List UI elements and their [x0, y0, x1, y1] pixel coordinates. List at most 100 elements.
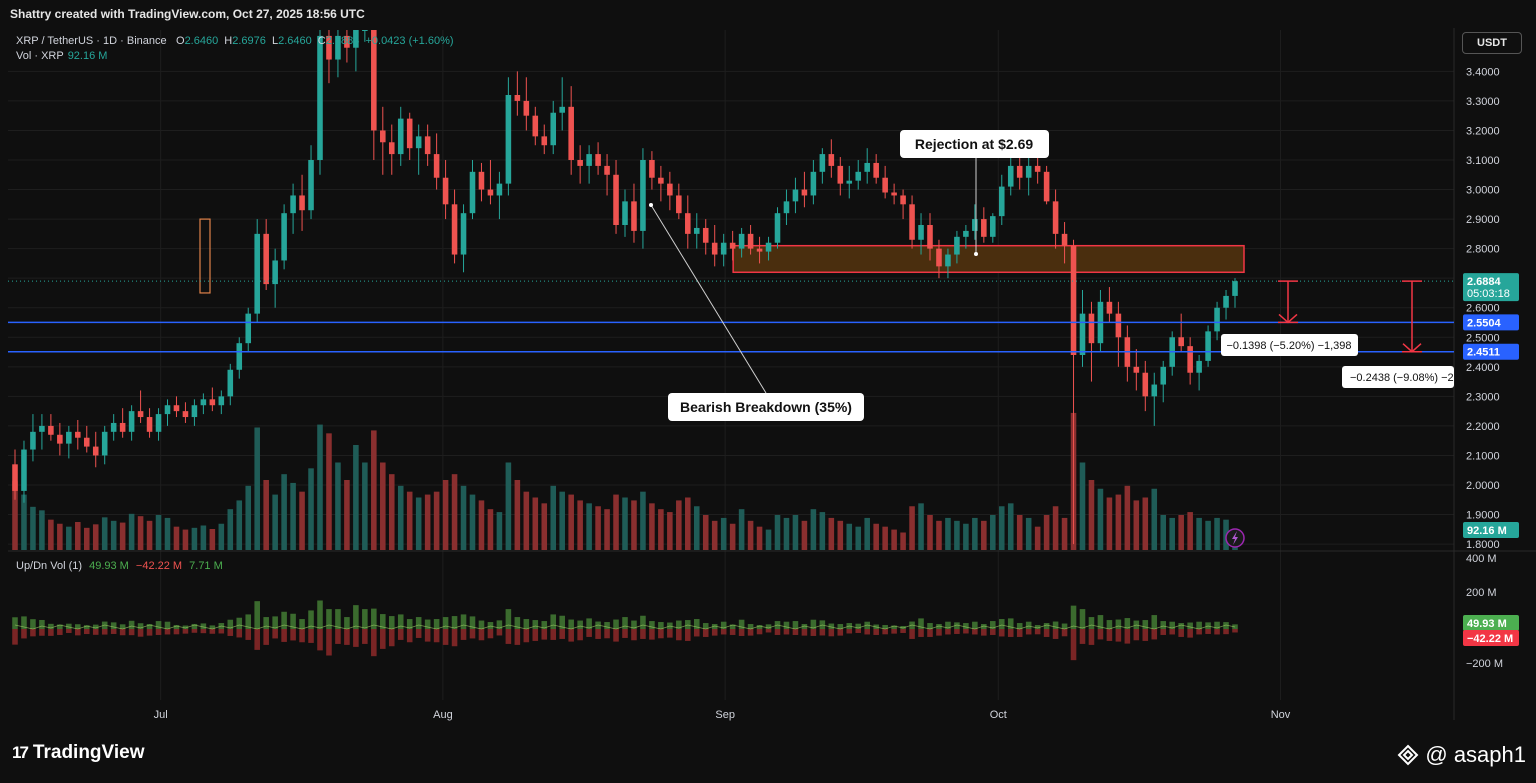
candle-body[interactable]: [110, 422, 117, 432]
candle-body[interactable]: [1007, 165, 1014, 187]
candle-body[interactable]: [640, 160, 646, 231]
candle-body[interactable]: [828, 154, 835, 166]
candle-body[interactable]: [155, 414, 162, 432]
candle-body[interactable]: [873, 162, 879, 178]
tradingview-logo[interactable]: 17 TradingView: [12, 742, 145, 764]
candle-body[interactable]: [676, 195, 682, 214]
candle-body[interactable]: [738, 233, 745, 249]
candle-body[interactable]: [12, 464, 18, 491]
candle-body[interactable]: [21, 449, 27, 491]
candle-body[interactable]: [451, 204, 458, 255]
candle-body[interactable]: [900, 195, 906, 205]
candle-body[interactable]: [173, 405, 180, 412]
candle-body[interactable]: [693, 227, 700, 234]
candle-body[interactable]: [1070, 245, 1077, 355]
candle-body[interactable]: [397, 118, 404, 155]
candle-body[interactable]: [963, 230, 969, 237]
candle-body[interactable]: [236, 343, 243, 370]
candle-body[interactable]: [837, 165, 844, 184]
candle-body[interactable]: [774, 213, 781, 243]
candle-body[interactable]: [1178, 337, 1184, 347]
candle-body[interactable]: [317, 35, 323, 161]
candle-body[interactable]: [586, 154, 592, 166]
candle-body[interactable]: [1043, 171, 1050, 202]
candle-body[interactable]: [75, 431, 81, 438]
candle-body[interactable]: [783, 201, 790, 214]
candle-body[interactable]: [478, 171, 485, 190]
resistance-zone[interactable]: [732, 244, 1245, 274]
candle-body[interactable]: [1052, 201, 1059, 234]
candle-body[interactable]: [137, 411, 144, 418]
candle-body[interactable]: [855, 171, 862, 181]
candle-body[interactable]: [613, 174, 619, 225]
candle-body[interactable]: [909, 204, 915, 240]
candle-body[interactable]: [1232, 281, 1238, 296]
candle-body[interactable]: [245, 313, 252, 344]
candle-body[interactable]: [469, 171, 476, 214]
candle-body[interactable]: [810, 171, 817, 196]
candle-body[interactable]: [290, 195, 296, 214]
candle-body[interactable]: [667, 183, 673, 196]
candle-body[interactable]: [209, 399, 216, 406]
candle-body[interactable]: [532, 115, 539, 137]
candle-body[interactable]: [388, 142, 395, 155]
candle-body[interactable]: [702, 227, 709, 243]
rejection-callout[interactable]: [900, 130, 1049, 158]
candle-body[interactable]: [415, 136, 422, 149]
candle-body[interactable]: [433, 154, 440, 178]
candle-body[interactable]: [720, 242, 727, 255]
candle-body[interactable]: [406, 118, 413, 149]
candle-body[interactable]: [891, 192, 897, 196]
candle-body[interactable]: [1115, 313, 1122, 338]
candle-body[interactable]: [945, 254, 951, 267]
candle-body[interactable]: [523, 100, 530, 116]
candle-body[interactable]: [57, 434, 63, 444]
candle-body[interactable]: [550, 112, 557, 146]
candle-body[interactable]: [146, 417, 153, 432]
breakdown-callout[interactable]: [668, 393, 864, 421]
candle-body[interactable]: [1016, 165, 1023, 178]
candle-body[interactable]: [299, 195, 305, 211]
candle-body[interactable]: [756, 248, 763, 252]
candle-body[interactable]: [362, 30, 368, 31]
candle-body[interactable]: [729, 242, 736, 249]
candle-body[interactable]: [30, 431, 36, 450]
candle-body[interactable]: [685, 213, 691, 234]
candle-body[interactable]: [92, 446, 99, 456]
candle-body[interactable]: [1034, 165, 1041, 172]
candle-body[interactable]: [1151, 384, 1158, 397]
candle-body[interactable]: [927, 225, 933, 249]
candle-body[interactable]: [631, 201, 637, 231]
candle-body[interactable]: [622, 201, 628, 225]
candle-body[interactable]: [263, 233, 269, 285]
candle-body[interactable]: [66, 431, 72, 444]
currency-button[interactable]: USDT: [1462, 32, 1522, 54]
candle-body[interactable]: [864, 162, 870, 172]
candle-body[interactable]: [1196, 360, 1202, 373]
candle-body[interactable]: [658, 177, 664, 184]
candle-body[interactable]: [460, 213, 467, 255]
candle-body[interactable]: [1079, 313, 1086, 355]
candle-body[interactable]: [1133, 366, 1140, 373]
candle-body[interactable]: [101, 431, 108, 456]
candle-body[interactable]: [281, 213, 287, 261]
candle-body[interactable]: [1061, 233, 1068, 246]
candle-body[interactable]: [48, 425, 54, 435]
candle-body[interactable]: [308, 160, 314, 211]
candle-body[interactable]: [559, 106, 565, 113]
candle-body[interactable]: [182, 411, 189, 418]
candle-body[interactable]: [505, 95, 512, 184]
candle-body[interactable]: [191, 405, 198, 418]
candle-body[interactable]: [128, 411, 135, 432]
candle-body[interactable]: [747, 233, 754, 249]
candle-body[interactable]: [998, 186, 1005, 217]
candle-body[interactable]: [801, 189, 808, 196]
candle-body[interactable]: [918, 225, 924, 240]
candle-body[interactable]: [568, 106, 574, 160]
candle-body[interactable]: [380, 130, 386, 143]
candle-body[interactable]: [272, 260, 278, 285]
candle-body[interactable]: [496, 183, 503, 196]
candle-body[interactable]: [487, 189, 494, 196]
candle-body[interactable]: [577, 160, 583, 166]
